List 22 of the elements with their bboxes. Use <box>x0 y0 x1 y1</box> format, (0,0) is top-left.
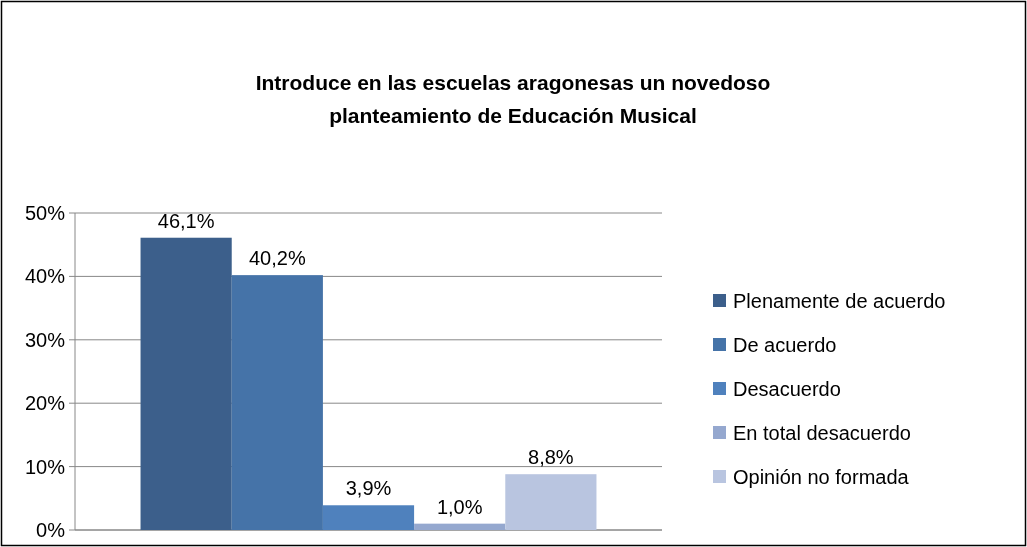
legend-label: Plenamente de acuerdo <box>733 290 946 312</box>
y-tick-label: 0% <box>36 519 66 541</box>
y-tick-label: 10% <box>24 455 66 478</box>
legend-label: Opinión no formada <box>733 466 910 488</box>
data-label: 40,2% <box>248 247 306 270</box>
chart-title: Introduce en las escuelas aragonesas un novedoso planteamiento de Educación Musical <box>255 71 771 127</box>
bar <box>322 505 415 530</box>
y-tick-label: 40% <box>24 265 66 288</box>
y-tick-label: 50% <box>24 202 66 224</box>
data-label: 46,1% <box>157 209 215 232</box>
legend-label: De acuerdo <box>733 334 837 356</box>
y-tick-label: 30% <box>24 328 66 351</box>
data-label: 8,8% <box>528 446 574 469</box>
y-tick-label: 20% <box>24 392 66 415</box>
bar <box>231 275 323 530</box>
legend-label: En total desacuerdo <box>733 422 911 444</box>
legend-label: Desacuerdo <box>733 378 841 400</box>
data-label: 3,9% <box>345 477 392 500</box>
data-label: 1,0% <box>436 495 483 518</box>
bar <box>505 474 597 530</box>
bar <box>414 523 506 530</box>
bar <box>140 237 232 530</box>
